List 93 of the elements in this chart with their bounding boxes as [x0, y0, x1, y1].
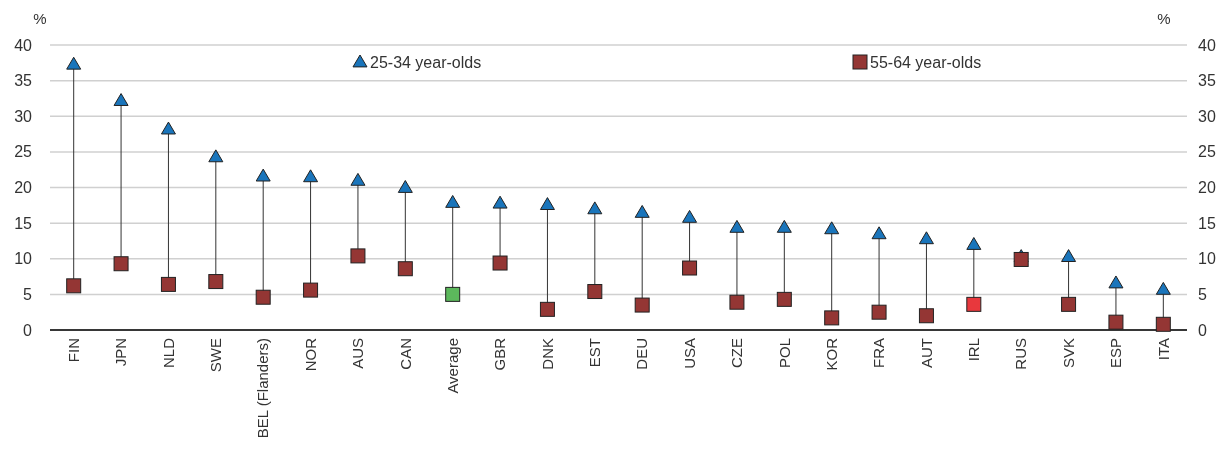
y-tick-label: 40	[14, 36, 33, 54]
point	[871, 304, 887, 320]
point	[634, 204, 650, 218]
x-tick-label: KOR	[822, 337, 840, 371]
point	[255, 168, 271, 182]
point	[303, 282, 319, 298]
point	[397, 261, 413, 277]
point	[824, 221, 840, 235]
y-tick-label: 30	[14, 107, 33, 125]
point	[587, 201, 603, 215]
y2-tick-label: 5	[1198, 285, 1207, 303]
point	[492, 195, 508, 209]
y-tick-label: 25	[14, 143, 33, 161]
x-tick-label: Average	[443, 338, 461, 394]
point	[1108, 275, 1124, 289]
point	[208, 274, 224, 290]
x-tick-label: GBR	[491, 337, 509, 371]
point	[776, 291, 792, 307]
x-tick-label: NOR	[301, 337, 319, 372]
x-tick-label: SWE	[207, 338, 225, 373]
legend-label: 55-64 year-olds	[870, 53, 982, 71]
y-axis-title: %	[33, 10, 47, 27]
y-tick-label: 10	[14, 250, 33, 268]
point	[587, 284, 603, 300]
point	[397, 180, 413, 193]
x-tick-label: ITA	[1154, 338, 1172, 361]
x-tick-label: NLD	[159, 337, 177, 369]
y2-tick-label: 40	[1198, 36, 1216, 54]
x-tick-label: DEU	[633, 338, 651, 370]
point	[539, 301, 555, 317]
point	[918, 231, 934, 245]
x-tick-label: ESP	[1107, 338, 1125, 369]
x-tick-label: JPN	[112, 338, 130, 367]
point	[918, 308, 934, 324]
x-tick-label: BEL (Flanders)	[254, 338, 272, 439]
y-tick-label: 20	[14, 179, 33, 197]
point	[824, 310, 840, 326]
y2-tick-label: 0	[1198, 321, 1207, 339]
point	[1108, 314, 1124, 330]
point	[255, 289, 271, 305]
point	[729, 294, 745, 310]
point	[682, 209, 698, 223]
point	[776, 219, 792, 233]
x-tick-label: CZE	[728, 338, 746, 368]
point	[871, 226, 887, 240]
y2-tick-label: 10	[1198, 250, 1216, 268]
y2-tick-label: 20	[1198, 179, 1216, 197]
y2-axis-title: %	[1157, 10, 1171, 27]
point	[1061, 296, 1077, 312]
point	[160, 276, 176, 292]
y-tick-label: 15	[14, 214, 33, 232]
point	[160, 121, 176, 135]
point	[350, 172, 366, 186]
y2-tick-label: 25	[1198, 143, 1216, 161]
x-tick-label: AUS	[349, 338, 367, 369]
y2-tick-label: 15	[1198, 214, 1216, 232]
point	[1155, 316, 1171, 332]
point	[208, 149, 224, 163]
x-tick-label: DNK	[538, 338, 556, 370]
x-tick-label: AUT	[917, 338, 935, 368]
y2-tick-label: 30	[1198, 107, 1216, 125]
y-tick-label: 35	[14, 72, 33, 90]
point	[66, 278, 82, 294]
point	[539, 197, 555, 210]
point	[966, 296, 982, 312]
x-tick-label: FIN	[64, 338, 82, 363]
point	[445, 286, 461, 302]
x-tick-label: POL	[775, 338, 793, 369]
point	[445, 194, 461, 208]
point	[303, 169, 319, 183]
point	[66, 56, 82, 70]
point	[634, 297, 650, 313]
y-tick-label: 5	[23, 285, 33, 303]
legend-label: 25-34 year-olds	[370, 53, 482, 71]
x-tick-label: CAN	[396, 338, 414, 370]
x-tick-label: SVK	[1059, 338, 1077, 369]
point	[966, 237, 982, 250]
point	[1061, 249, 1077, 263]
point	[113, 93, 129, 106]
y-tick-label: 0	[23, 321, 33, 339]
point	[113, 256, 129, 272]
x-tick-label: IRL	[965, 338, 983, 362]
point	[1155, 281, 1171, 295]
x-tick-label: FRA	[870, 338, 888, 368]
point	[350, 248, 366, 264]
point	[492, 255, 508, 271]
point	[682, 260, 698, 276]
y2-tick-label: 35	[1198, 72, 1216, 90]
x-tick-label: USA	[680, 338, 698, 369]
x-tick-label: RUS	[1012, 338, 1030, 370]
x-tick-label: EST	[586, 338, 604, 368]
point	[1013, 251, 1029, 267]
point	[729, 219, 745, 233]
